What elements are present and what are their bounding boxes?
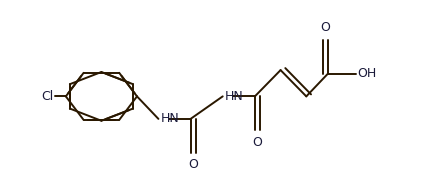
Text: O: O bbox=[252, 136, 262, 149]
Text: Cl: Cl bbox=[42, 90, 54, 103]
Text: O: O bbox=[188, 158, 198, 171]
Text: HN: HN bbox=[160, 112, 179, 125]
Text: HN: HN bbox=[225, 90, 244, 103]
Text: O: O bbox=[320, 22, 330, 34]
Text: OH: OH bbox=[358, 67, 377, 80]
